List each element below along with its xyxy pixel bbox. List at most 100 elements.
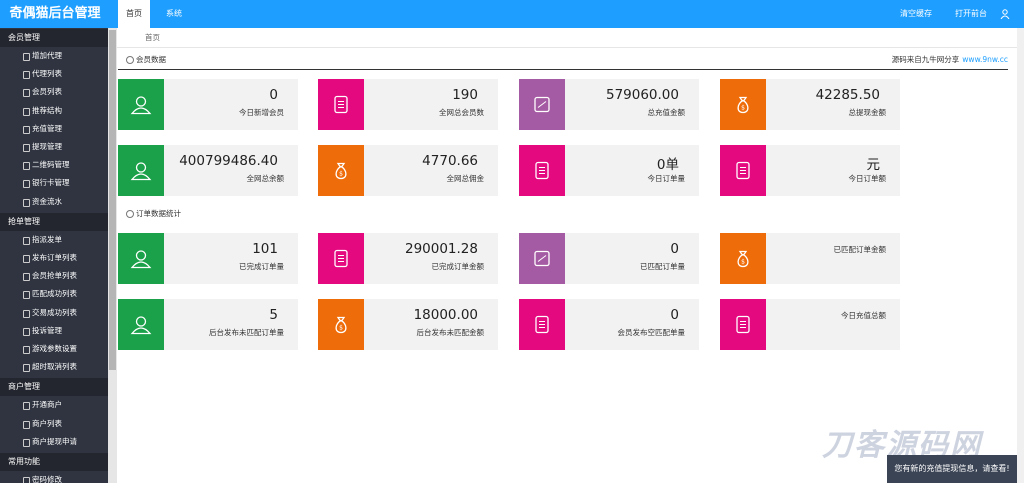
card-icon: [519, 233, 565, 284]
scroll-thumb: [109, 30, 116, 370]
card-icon: [118, 233, 164, 284]
menu-item[interactable]: 游戏参数设置: [0, 340, 108, 358]
menu-item[interactable]: 发布订单列表: [0, 249, 108, 267]
divider: [118, 69, 1008, 70]
card-value: 101: [252, 241, 278, 257]
card-label: 已完成订单量: [239, 262, 284, 271]
card-icon: [118, 299, 164, 350]
card-value: 400799486.40: [179, 153, 278, 169]
card-label: 已匹配订单量: [640, 262, 685, 271]
menu-item[interactable]: 商户列表: [0, 415, 108, 433]
menu-item[interactable]: 超时取消列表: [0, 358, 108, 376]
menu-item[interactable]: 投诉管理: [0, 322, 108, 340]
menu-group[interactable]: 会员管理: [0, 29, 108, 47]
card-label: 会员发布空匹配单量: [617, 328, 686, 337]
menu-item[interactable]: 银行卡管理: [0, 174, 108, 192]
stat-card: 0单 今日订单量: [519, 145, 699, 196]
svg-text:$: $: [339, 325, 343, 332]
menu-item[interactable]: 商户提现申请: [0, 433, 108, 451]
menu-item[interactable]: 代理列表: [0, 65, 108, 83]
stat-card: 579060.00 总充值金额: [519, 79, 699, 130]
source-link[interactable]: www.9nw.cc: [962, 55, 1008, 64]
menu-item[interactable]: 二维码管理: [0, 156, 108, 174]
stat-card: 190 全网总会员数: [318, 79, 498, 130]
stat-card: $18000.00 后台发布未匹配金额: [318, 299, 498, 350]
card-label: 今日订单额: [848, 174, 887, 183]
card-icon: [519, 79, 565, 130]
stat-card: 元今日订单额: [720, 145, 900, 196]
stat-card: 5 后台发布未匹配订单量: [118, 299, 298, 350]
menu-item[interactable]: 开通商户: [0, 396, 108, 414]
menu-item[interactable]: 提现管理: [0, 138, 108, 156]
tab[interactable]: 首页: [118, 0, 150, 28]
menu-item[interactable]: 充值管理: [0, 120, 108, 138]
card-icon: [118, 145, 164, 196]
card-label: 全网总余额: [246, 174, 285, 183]
card-value: 0: [670, 241, 679, 257]
notification[interactable]: 您有新的充值提现信息，请查看!: [887, 455, 1017, 483]
card-value: 0: [269, 87, 278, 103]
card-label: 已完成订单金额: [431, 262, 485, 271]
card-label: 今日新增会员: [239, 108, 284, 117]
card-icon: $: [318, 299, 364, 350]
menu-item[interactable]: 推荐结构: [0, 102, 108, 120]
header-action[interactable]: 清空缓存: [900, 9, 932, 18]
source-text: 源码来自九牛网分享: [891, 55, 960, 64]
card-icon: [519, 299, 565, 350]
card-icon: [318, 79, 364, 130]
card-label: 后台发布未匹配订单量: [209, 328, 284, 337]
logo: 奇偶猫后台管理: [9, 6, 101, 21]
svg-text:$: $: [741, 105, 745, 112]
menu-item[interactable]: 会员列表: [0, 83, 108, 101]
card-value: 579060.00: [605, 87, 679, 103]
sidebar: 会员管理 增加代理 代理列表 会员列表 推荐结构 充值管理 提现管理 二维码管理 银行卡管理 资金…: [0, 28, 117, 483]
header-action[interactable]: 打开前台: [955, 9, 987, 18]
stat-card: $4770.66 全网总佣金: [318, 145, 498, 196]
card-icon: [118, 79, 164, 130]
stat-card: 0 今日新增会员: [118, 79, 298, 130]
card-label: 总充值金额: [647, 108, 686, 117]
tab[interactable]: 系统: [166, 9, 182, 18]
section-title: 订单数据统计: [118, 207, 1008, 221]
menu-group[interactable]: 商户管理: [0, 378, 108, 397]
card-value: 0单: [656, 157, 679, 173]
card-icon: [318, 233, 364, 284]
user-icon[interactable]: [1000, 0, 1014, 28]
menu-item[interactable]: 增加代理: [0, 47, 108, 65]
menu-group[interactable]: 常用功能: [0, 453, 108, 471]
section-title: 会员数据: [118, 53, 1008, 67]
stat-card: 今日充值总额: [720, 299, 900, 350]
menu-item[interactable]: 交易成功列表: [0, 304, 108, 322]
stat-card: 400799486.40 全网总余额: [118, 145, 298, 196]
card-label: 今日订单量: [647, 174, 686, 183]
card-value: 5: [269, 307, 278, 323]
card-value: 18000.00: [413, 307, 478, 323]
svg-text:$: $: [339, 171, 343, 178]
card-value: 290001.28: [404, 241, 478, 257]
card-value: 4770.66: [422, 153, 478, 169]
card-icon: $: [720, 79, 766, 130]
menu-item[interactable]: 资金流水: [0, 193, 108, 211]
stat-card: 0 已匹配订单量: [519, 233, 699, 284]
menu-item[interactable]: 指派发单: [0, 231, 108, 249]
stat-card: $ 已匹配订单金额: [720, 233, 900, 284]
card-icon: [519, 145, 565, 196]
menu-item[interactable]: 会员抢单列表: [0, 267, 108, 285]
menu-item[interactable]: 密码修改: [0, 471, 108, 483]
stat-card: $42285.50 总提现金额: [720, 79, 900, 130]
menu-group[interactable]: 抢单管理: [0, 212, 108, 231]
card-value: 42285.50: [815, 87, 880, 103]
header: 奇偶猫后台管理 首页 系统 清空缓存 打开前台: [0, 0, 1024, 28]
card-label: 今日充值总额: [841, 311, 886, 320]
card-icon: [720, 145, 766, 196]
card-value: 元: [866, 157, 881, 173]
stat-card: 101 已完成订单量: [118, 233, 298, 284]
breadcrumb: 首页: [117, 28, 1017, 48]
card-icon: $: [318, 145, 364, 196]
card-value: 190: [452, 87, 478, 103]
scrollbar: [108, 28, 117, 483]
card-icon: $: [720, 233, 766, 284]
menu-item[interactable]: 匹配成功列表: [0, 285, 108, 303]
card-label: 已匹配订单金额: [833, 245, 887, 254]
